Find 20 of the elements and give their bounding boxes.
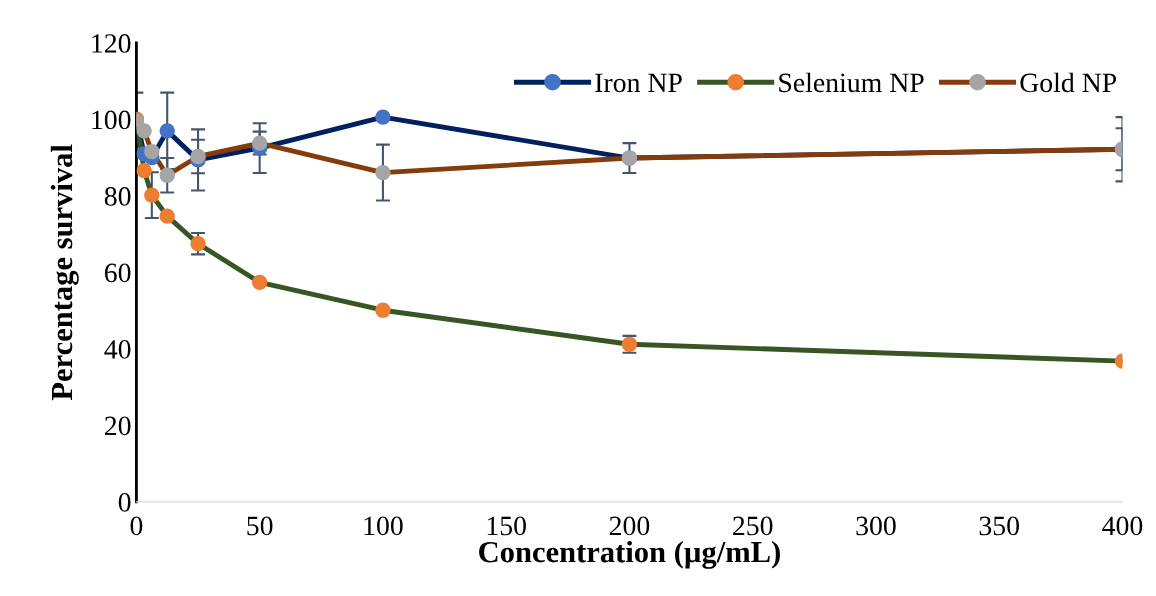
x-axis-title: Concentration (µg/mL) [479,540,780,569]
y-tick-label: 80 [104,187,131,206]
legend-label: Iron NP [595,73,682,93]
legend-label: Gold NP [1020,72,1117,93]
y-tick-label: 120 [92,34,131,53]
x-tick-label: 100 [364,516,403,536]
x-tick-label: 150 [487,516,526,536]
x-tick-label: 50 [247,516,273,536]
y-tick-label: 20 [104,416,131,436]
y-tick-label: 100 [92,110,131,130]
x-tick-label: 200 [609,516,650,536]
x-tick-label: 250 [733,516,773,536]
y-axis-title: Percentage survival [50,144,79,401]
y-tick-label: 0 [118,493,131,512]
x-tick-label: 400 [1102,516,1143,536]
legend-label: Selenium NP [779,72,924,93]
x-tick-label: 350 [979,516,1019,536]
y-tick-label: 60 [104,263,131,283]
x-tick-label: 300 [856,516,896,536]
y-tick-label: 40 [104,340,131,359]
